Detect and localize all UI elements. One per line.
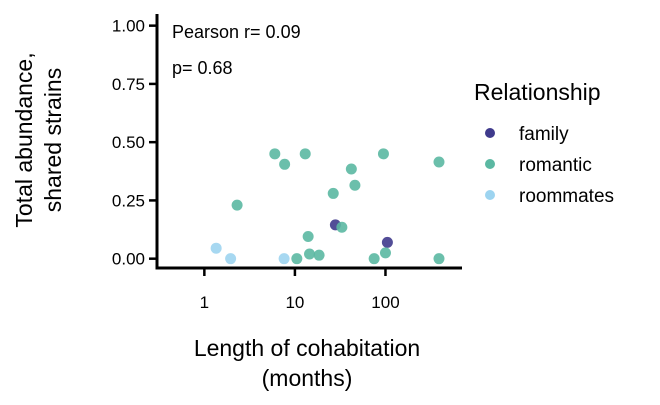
y-tick-label: 0.75: [112, 75, 145, 94]
x-axis-title-line1: Length of cohabitation: [194, 335, 420, 361]
y-axis: 0.00 0.25 0.50 0.75 1.00: [112, 14, 159, 270]
legend-swatch-roommates: [485, 190, 495, 200]
y-tick-label: 1.00: [112, 17, 145, 36]
legend-label-roommates: roommates: [519, 186, 614, 207]
x-axis-title-line2: (months): [262, 365, 353, 391]
x-tick-label: 10: [285, 293, 304, 312]
point-romantic: [377, 148, 389, 160]
point-romantic: [379, 247, 391, 259]
x-tick-label: 100: [371, 293, 399, 312]
y-tick-label: 0.50: [112, 133, 145, 152]
point-romantic: [433, 156, 445, 168]
y-axis-title-line1: Total abundance,: [11, 52, 37, 227]
legend-title: Relationship: [474, 79, 601, 105]
point-romantic: [299, 148, 311, 160]
point-roommates: [225, 253, 237, 265]
point-romantic: [313, 249, 325, 261]
point-roommates: [278, 253, 290, 265]
x-axis: 1 10 100: [155, 266, 462, 312]
point-romantic: [279, 158, 291, 170]
x-tick-label: 1: [200, 293, 209, 312]
point-romantic: [349, 179, 361, 191]
p-value-annotation: p= 0.68: [172, 58, 233, 78]
legend-label-romantic: romantic: [519, 155, 592, 176]
legend-label-family: family: [519, 124, 569, 145]
point-family: [381, 236, 393, 248]
point-romantic: [336, 221, 348, 233]
legend-swatch-romantic: [485, 159, 495, 169]
point-romantic: [269, 148, 281, 160]
y-axis-title-line2: shared strains: [40, 68, 66, 212]
point-romantic: [345, 163, 357, 175]
legend-swatch-family: [485, 128, 495, 138]
legend: Relationship family romantic roommates: [474, 79, 614, 207]
point-romantic: [368, 253, 380, 265]
point-romantic: [231, 199, 243, 211]
point-romantic: [327, 187, 339, 199]
point-roommates: [210, 242, 222, 254]
point-romantic: [304, 248, 316, 260]
point-romantic: [302, 231, 314, 243]
point-romantic: [433, 253, 445, 265]
pearson-r-annotation: Pearson r= 0.09: [172, 22, 301, 42]
y-tick-label: 0.25: [112, 191, 145, 210]
point-romantic: [291, 253, 303, 265]
y-tick-label: 0.00: [112, 250, 145, 269]
data-points: [210, 148, 445, 265]
